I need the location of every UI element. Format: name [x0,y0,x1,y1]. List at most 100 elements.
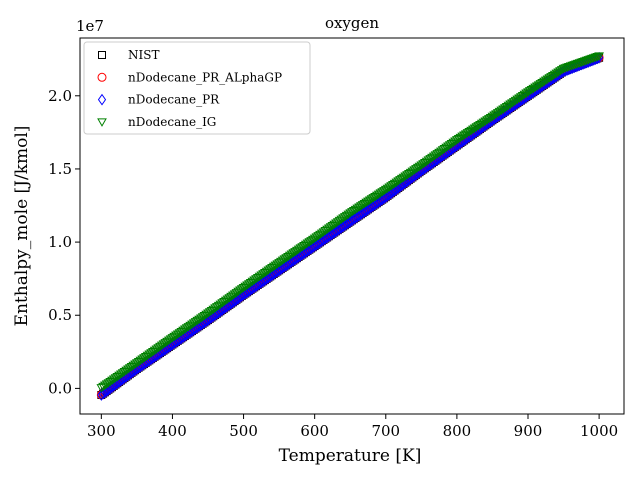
data-point [284,251,295,261]
y-axis-offset-label: 1e7 [76,17,104,35]
data-point [421,157,432,167]
data-point [263,266,274,276]
data-point [97,389,106,401]
data-point [340,213,350,222]
data-point [219,302,229,315]
data-point [303,245,312,257]
data-point [434,148,444,158]
data-point [356,208,365,221]
data-point [551,69,562,79]
data-point [316,229,327,239]
data-point [240,282,251,292]
data-point [124,364,135,373]
data-point [190,318,201,327]
data-point [196,314,206,323]
data-point [512,95,523,105]
data-point [336,215,347,225]
data-point [427,153,437,163]
data-point [288,249,299,258]
data-point [507,99,517,108]
data-point [178,326,188,336]
data-point [308,235,318,245]
data-point [160,339,171,348]
data-point [226,292,236,302]
data-point [295,244,306,253]
data-point [228,291,238,301]
x-tick-label: 800 [443,422,472,440]
data-point [462,129,473,138]
data-point [364,196,375,205]
data-point [202,315,211,328]
data-point [197,313,208,322]
data-point [379,187,389,196]
data-point [331,219,341,228]
data-point [100,381,110,391]
data-point [395,176,405,185]
data-point [343,210,354,220]
data-point [436,147,446,157]
data-point [301,246,310,258]
data-point [287,255,296,268]
x-tick-label: 500 [229,422,258,440]
data-point [452,136,462,145]
data-point [370,192,380,202]
data-point [281,254,292,263]
data-point [390,184,399,197]
data-point [355,209,364,222]
data-point [235,291,245,304]
legend-entry-label: NIST [128,48,159,62]
data-point [448,138,459,148]
data-point [549,70,560,80]
data-point [322,225,332,235]
data-point [300,240,311,250]
data-point [156,341,167,351]
data-point [199,312,210,321]
data-point [396,174,407,184]
data-point [172,330,183,339]
data-point [484,115,494,124]
data-point [251,275,261,284]
data-point [261,267,272,277]
data-point [405,168,416,178]
data-point [328,227,337,240]
data-point [317,235,326,248]
data-point [383,189,392,202]
data-point [230,295,239,307]
data-point [227,297,236,310]
data-point [282,259,291,272]
data-point [112,372,123,382]
data-point [400,172,411,181]
data-point [229,290,240,299]
data-point [264,271,273,284]
data-point [523,88,533,97]
data-point [333,224,342,237]
data-point [223,300,232,313]
data-point [201,310,212,320]
data-point [218,304,227,316]
data-point [548,71,558,81]
legend-box [83,41,311,135]
data-point [377,188,388,197]
data-point [174,329,185,338]
legend-marker [97,118,107,127]
data-point [594,52,604,61]
data-point [418,160,428,169]
data-point [423,156,434,165]
data-point [307,242,316,255]
data-point [498,105,508,114]
data-point [372,197,381,210]
data-point [384,183,395,192]
data-point [155,342,165,352]
data-point [386,182,396,191]
data-point [342,218,351,230]
data-point [376,194,385,207]
legend-entry-label: nDodecane_PR_ALphaGP [128,70,282,84]
data-point [274,259,284,268]
data-point [280,260,289,273]
data-point [319,234,328,246]
data-point [222,295,233,304]
data-point [103,379,114,388]
data-point [324,224,334,234]
data-point [237,290,246,302]
y-axis-ticks: 0.0 0.5 1.0 1.5 2.0 [48,87,80,397]
